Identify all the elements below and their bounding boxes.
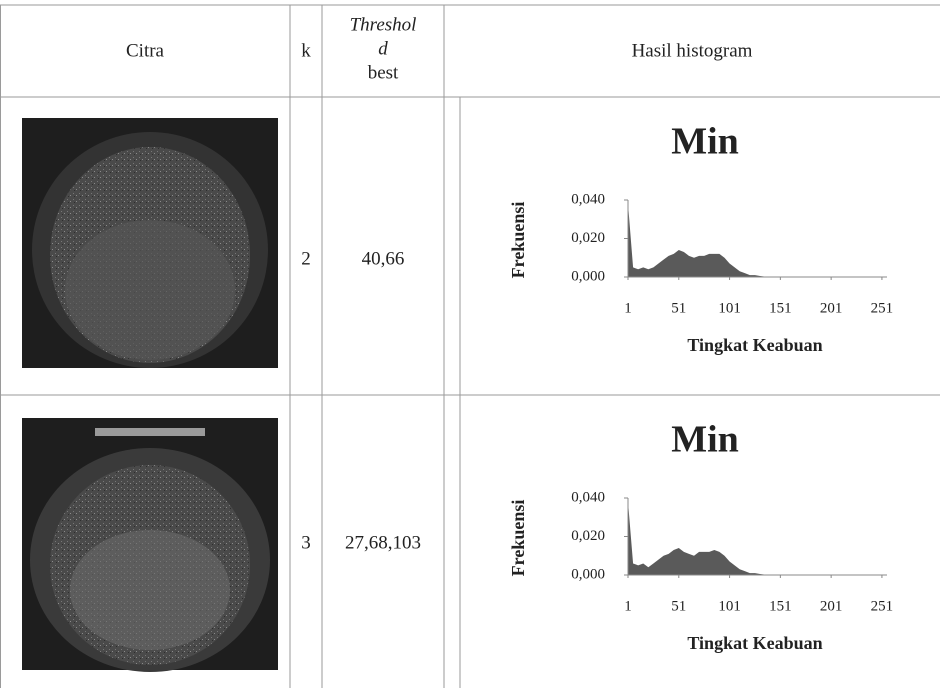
header-k: k (301, 40, 311, 61)
x-tick-label: 51 (671, 598, 686, 614)
x-tick-label: 51 (671, 300, 686, 316)
y-tick-label: 0,040 (571, 489, 605, 505)
k-value: 2 (301, 248, 311, 269)
x-tick-label: 201 (820, 300, 843, 316)
y-tick-label: 0,000 (571, 268, 605, 284)
x-tick-label: 151 (769, 300, 792, 316)
x-tick-label: 151 (769, 598, 792, 614)
x-axis-label: Tingkat Keabuan (687, 633, 822, 653)
y-axis-label: Frekuensi (508, 202, 528, 279)
x-tick-label: 101 (718, 598, 741, 614)
y-axis-label: Frekuensi (508, 500, 528, 577)
header-best: best (368, 62, 399, 83)
k-value: 3 (301, 532, 311, 553)
chart-title: Min (671, 419, 739, 461)
threshold-value: 40,66 (362, 248, 405, 269)
tongue-image (22, 118, 278, 368)
table-borders (0, 4, 940, 688)
y-tick-label: 0,000 (571, 566, 605, 582)
y-tick-label: 0,020 (571, 230, 605, 246)
x-axis-label: Tingkat Keabuan (687, 335, 822, 355)
histogram-area (628, 203, 887, 277)
x-tick-label: 1 (624, 598, 632, 614)
y-tick-label: 0,020 (571, 528, 605, 544)
y-tick-label: 0,040 (571, 191, 605, 207)
header-citra: Citra (126, 40, 165, 61)
header-histogram: Hasil histogram (632, 40, 753, 61)
x-tick-label: 251 (871, 300, 894, 316)
chart-title: Min (671, 121, 739, 163)
header-threshold: d (378, 38, 388, 59)
tongue-image (22, 418, 278, 672)
histogram-area (628, 501, 887, 575)
x-tick-label: 201 (820, 598, 843, 614)
x-tick-label: 251 (871, 598, 894, 614)
x-tick-label: 101 (718, 300, 741, 316)
header-threshold: Threshol (350, 14, 417, 35)
threshold-value: 27,68,103 (345, 532, 421, 553)
x-tick-label: 1 (624, 300, 632, 316)
